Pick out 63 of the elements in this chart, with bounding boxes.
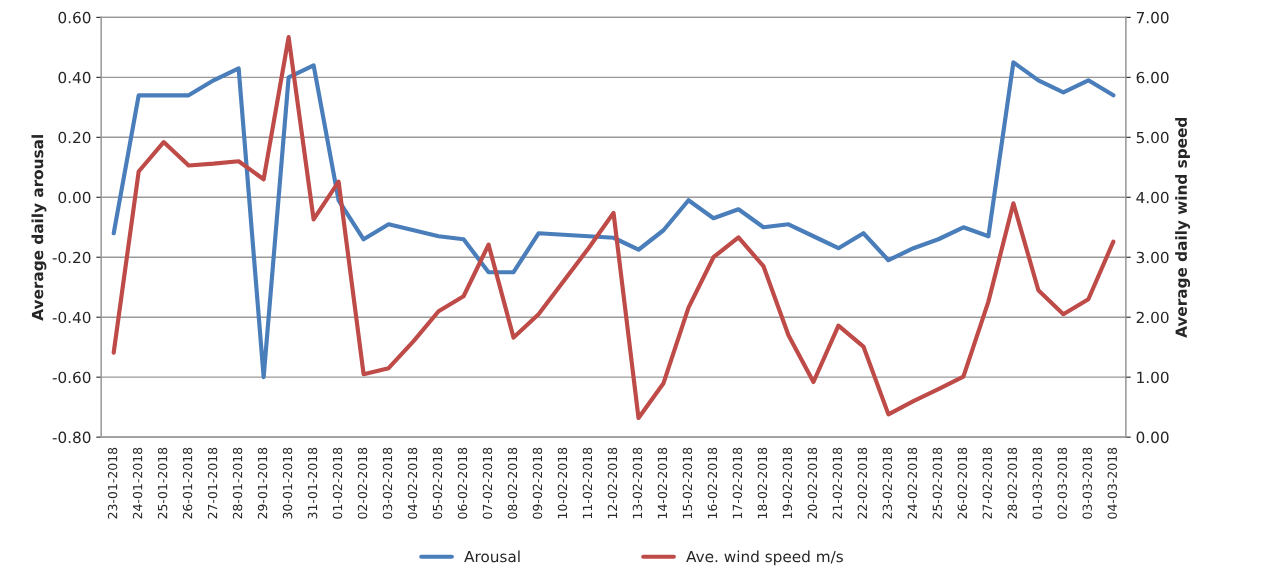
y-tick-label: 0.00 bbox=[58, 191, 91, 204]
y-tick-label: 0.40 bbox=[58, 71, 91, 84]
x-tick-label: 02-03-2018 bbox=[1057, 447, 1067, 519]
x-tick-label: 27-01-2018 bbox=[207, 447, 218, 519]
x-tick-label: 26-02-2018 bbox=[957, 447, 968, 519]
y2-tick-label: 3.00 bbox=[1136, 251, 1169, 264]
x-tick-label: 10-02-2018 bbox=[557, 447, 568, 519]
x-tick-label: 15-02-2018 bbox=[682, 447, 693, 519]
x-tick-label: 09-02-2018 bbox=[532, 447, 543, 519]
x-tick-label: 14-02-2018 bbox=[657, 447, 668, 519]
x-tick-label: 02-02-2018 bbox=[357, 447, 368, 519]
x-tick-label: 30-01-2018 bbox=[282, 447, 293, 519]
y-tick-label: -0.20 bbox=[52, 251, 91, 264]
x-tick-label: 21-02-2018 bbox=[832, 447, 843, 519]
legend-label: Arousal bbox=[464, 550, 520, 563]
x-tick-label: 23-02-2018 bbox=[882, 447, 893, 519]
y2-tick-label: 1.00 bbox=[1137, 371, 1169, 384]
x-tick-label: 31-01-2018 bbox=[307, 447, 318, 519]
x-tick-label: 04-03-2018 bbox=[1107, 447, 1117, 519]
y2-tick-label: 6.00 bbox=[1136, 71, 1169, 84]
x-tick-label: 19-02-2018 bbox=[782, 447, 793, 519]
y2-tick-label: 0.00 bbox=[1136, 431, 1169, 444]
x-tick-label: 01-02-2018 bbox=[332, 447, 343, 519]
y2-axis-title: Average daily wind speed bbox=[1175, 117, 1191, 338]
y-tick-label: 0.20 bbox=[58, 131, 91, 144]
x-tick-label: 22-02-2018 bbox=[857, 447, 868, 519]
x-tick-label: 23-01-2018 bbox=[107, 447, 118, 519]
line-series bbox=[111, 60, 1116, 380]
x-tick-label: 05-02-2018 bbox=[432, 447, 443, 519]
x-tick-label: 13-02-2018 bbox=[632, 447, 643, 519]
x-tick-label: 08-02-2018 bbox=[507, 447, 518, 519]
x-tick-label: 03-02-2018 bbox=[382, 447, 393, 519]
y-tick-label: -0.80 bbox=[52, 431, 91, 444]
x-tick-label: 07-02-2018 bbox=[482, 447, 493, 519]
x-tick-label: 18-02-2018 bbox=[757, 447, 768, 519]
legend-label: Ave. wind speed m/s bbox=[686, 550, 843, 566]
x-tick-label: 28-01-2018 bbox=[232, 447, 243, 519]
x-tick-label: 25-02-2018 bbox=[932, 447, 943, 519]
y2-tick-label: 4.00 bbox=[1136, 191, 1169, 204]
x-tick-label: 24-02-2018 bbox=[907, 447, 918, 519]
y-tick-label: -0.40 bbox=[52, 311, 91, 324]
x-tick-label: 03-03-2018 bbox=[1082, 447, 1092, 519]
x-tick-label: 06-02-2018 bbox=[457, 447, 468, 519]
x-tick-label: 01-03-2018 bbox=[1032, 447, 1043, 519]
x-tick-label: 24-01-2018 bbox=[132, 447, 143, 519]
x-tick-label: 25-01-2018 bbox=[157, 447, 168, 519]
x-tick-label: 26-01-2018 bbox=[182, 447, 193, 519]
x-tick-label: 27-02-2018 bbox=[982, 447, 993, 519]
x-tick-label: 11-02-2018 bbox=[582, 447, 593, 519]
x-tick-label: 16-02-2018 bbox=[707, 447, 718, 519]
x-tick-label: 28-02-2018 bbox=[1007, 447, 1018, 519]
x-tick-label: 12-02-2018 bbox=[607, 447, 618, 519]
y-axis-title: Average daily arousal bbox=[31, 135, 47, 321]
y2-tick-label: 5.00 bbox=[1136, 131, 1169, 144]
y2-tick-label: 2.00 bbox=[1136, 311, 1169, 324]
x-tick-label: 29-01-2018 bbox=[257, 447, 268, 519]
line-series bbox=[111, 35, 1116, 421]
x-tick-label: 20-02-2018 bbox=[807, 447, 818, 519]
y-tick-label: -0.60 bbox=[52, 371, 91, 384]
x-tick-label: 04-02-2018 bbox=[407, 447, 418, 519]
x-tick-label: 17-02-2018 bbox=[732, 447, 743, 519]
y-tick-label: 0.60 bbox=[58, 11, 91, 24]
y2-tick-label: 7.00 bbox=[1136, 11, 1169, 24]
